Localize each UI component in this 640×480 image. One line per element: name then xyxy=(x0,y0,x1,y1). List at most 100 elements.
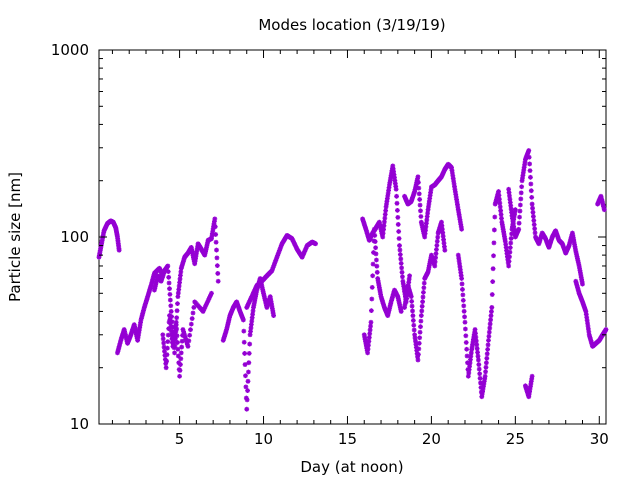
data-point xyxy=(191,305,197,310)
data-point xyxy=(455,207,461,213)
data-point xyxy=(435,234,441,240)
data-point xyxy=(243,373,248,379)
data-point xyxy=(138,320,143,325)
data-point xyxy=(499,215,504,221)
data-point xyxy=(410,313,416,319)
data-point xyxy=(530,214,536,219)
data-point xyxy=(441,240,447,246)
data-point xyxy=(209,231,215,237)
data-point xyxy=(415,354,420,360)
data-point xyxy=(485,346,491,352)
data-point xyxy=(244,397,250,403)
data-point xyxy=(386,187,391,193)
data-point xyxy=(409,303,415,309)
data-point xyxy=(583,311,589,317)
data-point xyxy=(176,360,182,366)
data-point xyxy=(209,233,215,239)
data-point xyxy=(483,360,489,366)
data-point xyxy=(168,328,174,334)
data-point xyxy=(248,325,254,331)
data-point xyxy=(373,245,378,251)
data-point xyxy=(522,159,528,165)
data-point xyxy=(528,188,534,194)
data-point xyxy=(193,251,199,257)
data-point xyxy=(249,315,255,321)
x-tick-label: 20 xyxy=(422,430,441,448)
x-tick-label: 25 xyxy=(506,430,525,448)
data-point xyxy=(419,308,425,314)
data-point xyxy=(433,255,439,261)
data-point xyxy=(365,346,371,352)
data-point xyxy=(392,181,398,186)
data-point xyxy=(508,236,514,241)
data-point xyxy=(520,175,525,181)
data-point xyxy=(498,208,504,214)
data-point xyxy=(185,344,191,349)
data-point xyxy=(175,346,181,352)
data-point xyxy=(452,186,458,192)
data-point xyxy=(481,381,487,387)
data-point xyxy=(490,266,496,272)
data-point xyxy=(508,203,514,209)
data-point xyxy=(175,340,180,345)
data-point xyxy=(137,325,143,331)
data-point xyxy=(474,346,480,351)
data-point xyxy=(160,332,166,338)
data-point xyxy=(166,326,172,332)
data-point xyxy=(167,286,172,292)
data-point xyxy=(476,366,482,372)
data-point xyxy=(511,226,517,232)
data-point xyxy=(418,214,424,219)
data-point xyxy=(192,258,198,264)
data-point xyxy=(490,279,496,285)
data-point xyxy=(461,303,467,309)
data-point xyxy=(482,376,488,382)
data-point xyxy=(164,352,170,358)
data-point xyxy=(467,360,473,366)
data-point xyxy=(509,231,514,237)
plot-frame xyxy=(98,49,607,425)
data-point xyxy=(425,210,431,216)
data-point xyxy=(488,313,494,319)
data-point xyxy=(209,236,214,242)
data-point xyxy=(248,322,254,327)
data-point xyxy=(506,258,512,264)
data-point xyxy=(506,263,512,269)
data-point xyxy=(508,206,514,212)
data-point xyxy=(382,215,388,221)
data-point xyxy=(398,260,404,266)
data-point xyxy=(374,269,380,275)
data-point xyxy=(475,349,480,355)
data-point xyxy=(480,389,486,394)
y-tick-label: 10 xyxy=(70,415,89,433)
data-point xyxy=(498,212,504,217)
data-point xyxy=(478,380,483,386)
data-point xyxy=(188,327,193,333)
x-axis-label: Day (at noon) xyxy=(300,458,403,476)
data-point xyxy=(510,218,516,224)
data-point xyxy=(473,338,479,344)
data-point xyxy=(137,322,143,328)
data-point xyxy=(214,255,220,261)
chart-title: Modes location (3/19/19) xyxy=(258,16,445,34)
data-point xyxy=(449,167,455,173)
data-point xyxy=(449,165,454,171)
data-point xyxy=(365,350,371,356)
data-points xyxy=(96,148,609,412)
data-point xyxy=(423,227,428,233)
data-point xyxy=(507,254,512,260)
data-point xyxy=(497,204,503,210)
data-point xyxy=(241,328,247,334)
data-point xyxy=(205,297,211,303)
data-point xyxy=(384,201,389,207)
data-point xyxy=(457,267,463,273)
data-point xyxy=(439,223,445,229)
data-point xyxy=(167,313,172,318)
data-point xyxy=(244,406,250,412)
data-point xyxy=(503,244,509,250)
data-point xyxy=(396,229,402,234)
data-point xyxy=(416,346,422,352)
data-point xyxy=(370,273,376,279)
data-point xyxy=(187,332,193,338)
data-point xyxy=(393,186,399,192)
